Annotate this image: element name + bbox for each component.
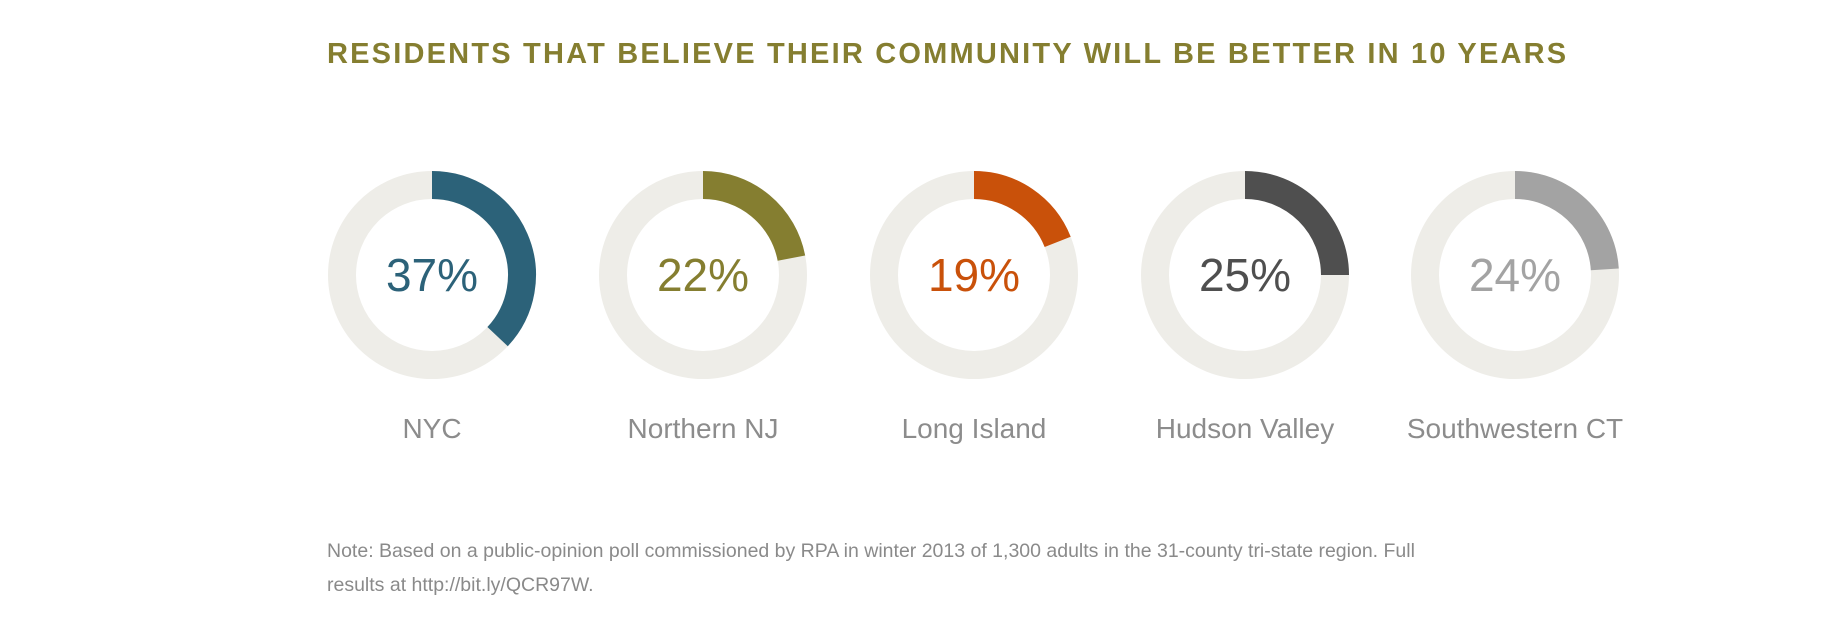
donut-arc <box>702 171 806 262</box>
donut-nyc: 37% NYC <box>328 171 536 444</box>
donut-southwestern-ct: 24% Southwestern CT <box>1407 171 1623 444</box>
donut-category-label: Long Island <box>902 413 1047 444</box>
donut-arc <box>1514 171 1619 271</box>
donut-value-label: 19% <box>928 249 1020 301</box>
donut-northern-nj: 22% Northern NJ <box>599 171 807 444</box>
donut-arc <box>1244 171 1349 276</box>
donut-category-label: NYC <box>402 413 461 444</box>
chart-title: RESIDENTS THAT BELIEVE THEIR COMMUNITY W… <box>327 38 1569 70</box>
footnote: Note: Based on a public-opinion poll com… <box>327 540 1415 596</box>
donut-arc <box>973 171 1071 248</box>
donut-category-label: Southwestern CT <box>1407 413 1623 444</box>
donut-category-label: Northern NJ <box>628 413 779 444</box>
donut-category-label: Hudson Valley <box>1156 413 1334 444</box>
donut-hudson-valley: 25% Hudson Valley <box>1141 171 1349 444</box>
donut-value-label: 22% <box>657 249 749 301</box>
donut-arc <box>431 171 536 347</box>
donut-value-label: 24% <box>1469 249 1561 301</box>
donut-charts: 37% NYC 22% Northern NJ 19% Long Island 25% Hud… <box>328 171 1623 444</box>
donut-long-island: 19% Long Island <box>870 171 1078 444</box>
donut-value-label: 25% <box>1199 249 1291 301</box>
donut-value-label: 37% <box>386 249 478 301</box>
